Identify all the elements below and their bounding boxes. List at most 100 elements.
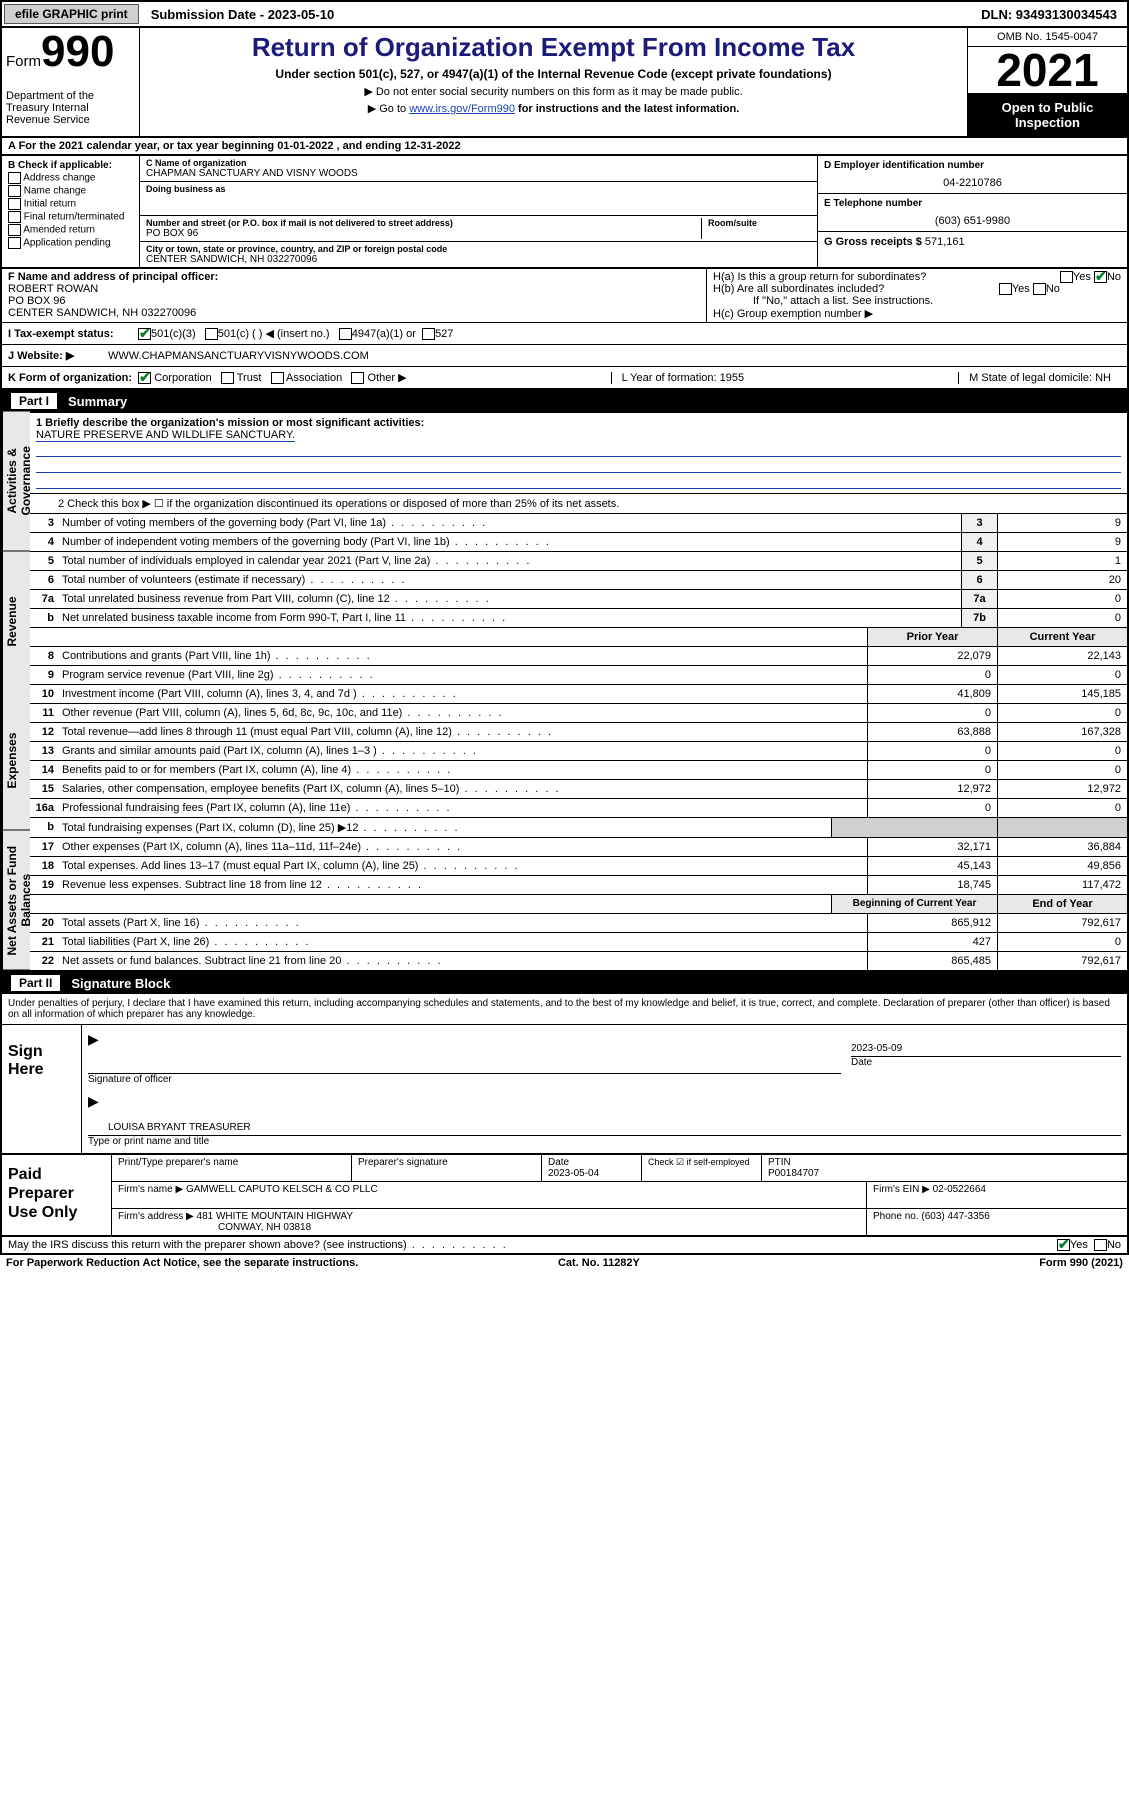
ha-no-checkbox[interactable] <box>1094 271 1107 283</box>
form-number: 990 <box>41 27 114 76</box>
checkbox-amended-return[interactable]: Amended return <box>8 224 133 236</box>
mission-text: NATURE PRESERVE AND WILDLIFE SANCTUARY. <box>36 429 295 442</box>
table-row: 3Number of voting members of the governi… <box>30 513 1127 532</box>
4947-checkbox[interactable] <box>339 328 352 340</box>
ha-yes-checkbox[interactable] <box>1060 271 1073 283</box>
table-row: 12Total revenue—add lines 8 through 11 (… <box>30 722 1127 741</box>
mission-label: 1 Briefly describe the organization's mi… <box>36 417 424 429</box>
part1-title: Summary <box>68 394 127 409</box>
col-b-header: B Check if applicable: <box>8 160 133 171</box>
discuss-yes-checkbox[interactable] <box>1057 1239 1070 1251</box>
type-name-label: Type or print name and title <box>88 1136 209 1147</box>
gross-label: G Gross receipts $ <box>824 236 922 248</box>
501c-checkbox[interactable] <box>205 328 218 340</box>
row-fh: F Name and address of principal officer:… <box>0 269 1129 322</box>
line2: 2 Check this box ▶ ☐ if the organization… <box>30 494 1127 513</box>
subtitle: Under section 501(c), 527, or 4947(a)(1)… <box>148 67 959 81</box>
firm-name-label: Firm's name ▶ <box>118 1184 183 1195</box>
527-checkbox[interactable] <box>422 328 435 340</box>
city-state-zip: CENTER SANDWICH, NH 032270096 <box>146 254 811 265</box>
f-label: F Name and address of principal officer: <box>8 271 218 283</box>
table-row: 14Benefits paid to or for members (Part … <box>30 760 1127 779</box>
prep-name-hdr: Print/Type preparer's name <box>118 1157 238 1168</box>
officer-printed-name: LOUISA BRYANT TREASURER <box>108 1122 251 1133</box>
opt-corp: Corporation <box>154 372 211 384</box>
k-label: K Form of organization: <box>8 372 132 384</box>
table-row: 5Total number of individuals employed in… <box>30 551 1127 570</box>
table-row: 13Grants and similar amounts paid (Part … <box>30 741 1127 760</box>
gross-receipts: 571,161 <box>925 236 965 248</box>
note1: ▶ Do not enter social security numbers o… <box>148 85 959 98</box>
m-state: M State of legal domicile: NH <box>958 372 1121 384</box>
dept: Department of the Treasury Internal Reve… <box>6 90 135 126</box>
hb-label: H(b) Are all subordinates included? <box>713 283 884 295</box>
hb-no-checkbox[interactable] <box>1033 283 1046 295</box>
ptin-hdr: PTIN <box>768 1157 791 1168</box>
hb-yes-checkbox[interactable] <box>999 283 1012 295</box>
part2-title: Signature Block <box>71 976 170 991</box>
checkbox-application-pending[interactable]: Application pending <box>8 237 133 249</box>
sig-officer-label: Signature of officer <box>88 1074 172 1085</box>
discuss-no-checkbox[interactable] <box>1094 1239 1107 1251</box>
part2-num: Part II <box>10 974 61 992</box>
dln: DLN: 93493130034543 <box>971 7 1127 22</box>
opt-501c: 501(c) ( ) ◀ (insert no.) <box>218 327 330 340</box>
firm-name: GAMWELL CAPUTO KELSCH & CO PLLC <box>186 1184 378 1195</box>
part1-num: Part I <box>10 392 58 410</box>
firm-phone-label: Phone no. <box>873 1211 919 1222</box>
firm-ein-label: Firm's EIN ▶ <box>873 1184 930 1195</box>
opt-4947: 4947(a)(1) or <box>352 328 416 340</box>
sign-here-block: Sign Here Signature of officer 2023-05-0… <box>0 1024 1129 1155</box>
vtab: Expenses <box>2 691 30 831</box>
firm-addr2: CONWAY, NH 03818 <box>118 1222 311 1233</box>
i-label: I Tax-exempt status: <box>8 328 138 340</box>
table-row: 20Total assets (Part X, line 16)865,9127… <box>30 913 1127 932</box>
irs-link[interactable]: www.irs.gov/Form990 <box>409 103 515 115</box>
501c3-checkbox[interactable] <box>138 328 151 340</box>
other-checkbox[interactable] <box>351 372 364 384</box>
sign-date: 2023-05-09 <box>851 1043 902 1054</box>
part1-header: Part I Summary <box>0 390 1129 412</box>
open-inspection: Open to Public Inspection <box>968 94 1127 136</box>
discuss-question: May the IRS discuss this return with the… <box>8 1239 508 1251</box>
firm-phone: (603) 447-3356 <box>921 1211 989 1222</box>
table-row: 22Net assets or fund balances. Subtract … <box>30 951 1127 970</box>
topbar: efile GRAPHIC print Submission Date - 20… <box>0 0 1129 28</box>
efile-print-button[interactable]: efile GRAPHIC print <box>4 4 139 24</box>
vtab: Activities & Governance <box>2 412 30 552</box>
line-a: A For the 2021 calendar year, or tax yea… <box>0 138 1129 156</box>
page-title: Return of Organization Exempt From Incom… <box>148 32 959 63</box>
submission-date: Submission Date - 2023-05-10 <box>141 7 345 22</box>
date-label: Date <box>851 1057 872 1068</box>
vtab: Revenue <box>2 552 30 692</box>
cy-header: Current Year <box>997 628 1127 646</box>
checkbox-name-change[interactable]: Name change <box>8 185 133 197</box>
c-name-label: C Name of organization <box>146 158 811 168</box>
table-row: 9Program service revenue (Part VIII, lin… <box>30 665 1127 684</box>
officer-name: ROBERT ROWAN <box>8 283 98 295</box>
ein: 04-2210786 <box>824 177 1121 189</box>
assoc-checkbox[interactable] <box>271 372 284 384</box>
table-row: 11Other revenue (Part VIII, column (A), … <box>30 703 1127 722</box>
table-row: 21Total liabilities (Part X, line 26)427… <box>30 932 1127 951</box>
eoy-header: End of Year <box>997 895 1127 913</box>
table-row: 10Investment income (Part VIII, column (… <box>30 684 1127 703</box>
trust-checkbox[interactable] <box>221 372 234 384</box>
tax-year: 2021 <box>968 47 1127 94</box>
firm-ein: 02-0522664 <box>933 1184 986 1195</box>
checkbox-initial-return[interactable]: Initial return <box>8 198 133 210</box>
corp-checkbox[interactable] <box>138 372 151 384</box>
table-row: 8Contributions and grants (Part VIII, li… <box>30 646 1127 665</box>
checkbox-address-change[interactable]: Address change <box>8 172 133 184</box>
table-row: bTotal fundraising expenses (Part IX, co… <box>30 817 1127 837</box>
opt-assoc: Association <box>286 372 342 384</box>
note2-pre: ▶ Go to <box>368 103 409 115</box>
discuss-row: May the IRS discuss this return with the… <box>0 1237 1129 1255</box>
paid-preparer-block: Paid Preparer Use Only Print/Type prepar… <box>0 1155 1129 1237</box>
checkbox-final-return-terminated[interactable]: Final return/terminated <box>8 211 133 223</box>
opt-501c3: 501(c)(3) <box>151 328 196 340</box>
prep-date: 2023-05-04 <box>548 1168 599 1179</box>
org-name: CHAPMAN SANCTUARY AND VISNY WOODS <box>146 168 811 179</box>
tel-label: E Telephone number <box>824 198 1121 209</box>
form-footer: Form 990 (2021) <box>1039 1257 1123 1269</box>
